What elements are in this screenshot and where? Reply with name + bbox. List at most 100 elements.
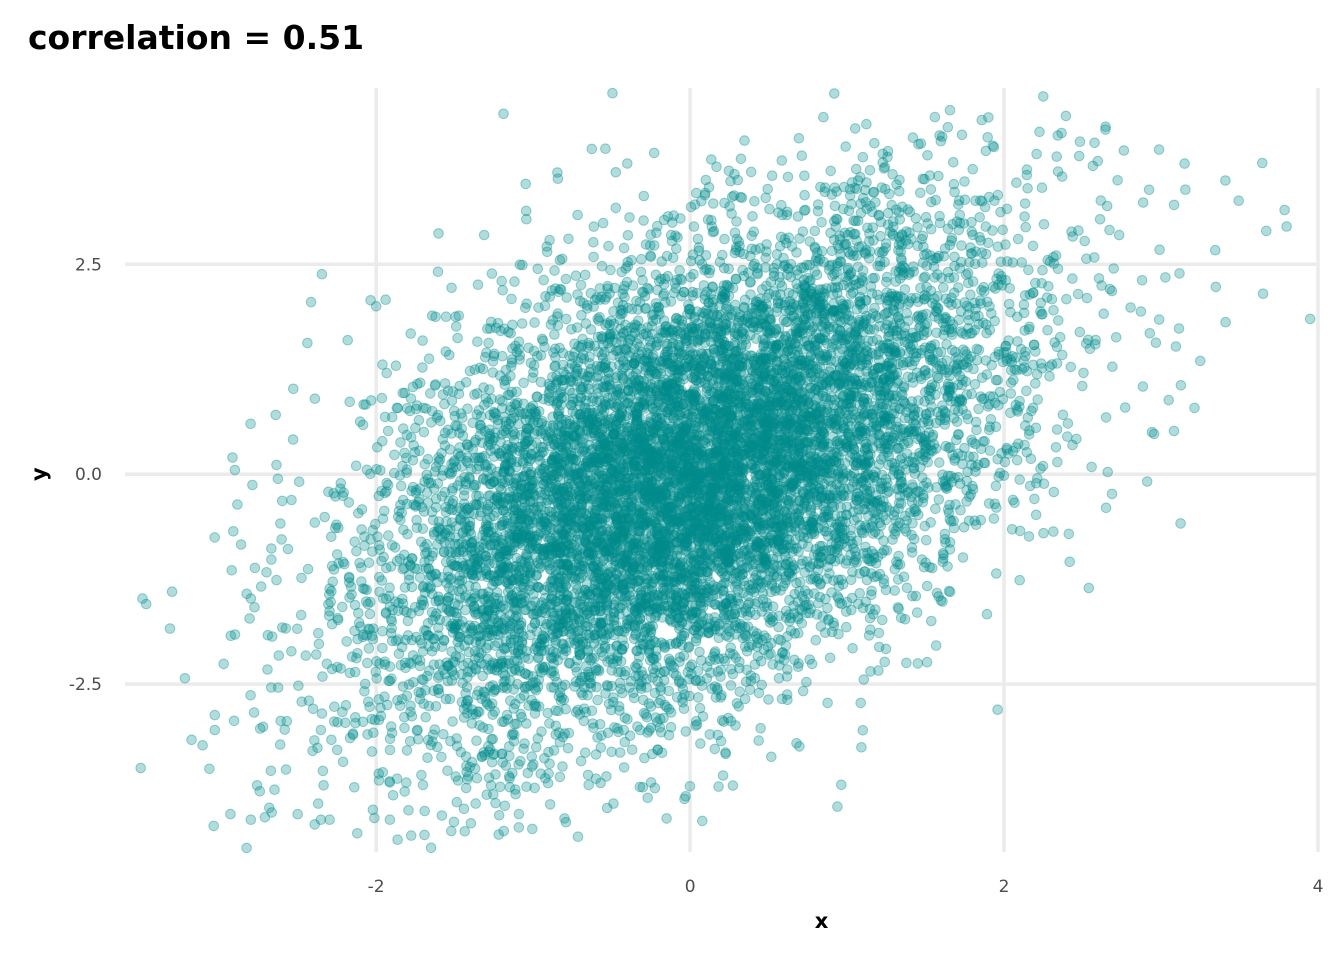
data-point xyxy=(532,425,543,437)
data-point xyxy=(313,627,324,639)
data-point xyxy=(402,528,413,540)
data-point xyxy=(686,580,698,591)
data-point xyxy=(1078,367,1089,379)
data-point xyxy=(557,582,569,594)
data-point xyxy=(617,687,628,699)
data-point xyxy=(340,717,351,729)
data-point xyxy=(658,547,670,559)
data-point xyxy=(944,104,956,116)
data-point xyxy=(377,625,388,637)
data-point xyxy=(302,563,314,575)
data-point xyxy=(745,166,757,178)
data-point xyxy=(636,253,647,265)
data-point xyxy=(518,377,529,389)
data-point xyxy=(563,233,574,245)
data-point xyxy=(725,322,737,333)
data-point xyxy=(827,371,839,383)
data-point xyxy=(648,147,660,159)
data-point xyxy=(773,417,784,429)
data-point xyxy=(905,402,916,414)
data-point xyxy=(840,141,852,152)
data-point xyxy=(617,439,629,450)
data-point xyxy=(858,527,869,539)
data-point xyxy=(987,140,999,151)
data-point xyxy=(209,532,220,543)
data-point xyxy=(982,132,994,143)
data-point xyxy=(1168,425,1180,437)
data-point xyxy=(1168,199,1180,211)
data-point xyxy=(293,680,304,692)
data-point xyxy=(728,487,740,499)
data-point xyxy=(810,634,822,646)
data-point xyxy=(901,582,913,594)
data-point xyxy=(521,213,532,225)
data-point xyxy=(1108,263,1119,274)
data-point xyxy=(810,371,821,383)
data-point xyxy=(725,680,737,691)
data-point xyxy=(405,328,417,339)
data-point xyxy=(970,195,981,206)
data-point xyxy=(592,732,603,743)
data-point xyxy=(685,479,696,491)
data-point xyxy=(1051,424,1063,435)
data-point xyxy=(316,268,328,280)
data-point xyxy=(680,589,691,601)
data-point xyxy=(1136,275,1148,286)
data-point xyxy=(684,781,696,792)
data-point xyxy=(939,412,951,424)
data-point xyxy=(988,513,1000,524)
data-point xyxy=(1020,221,1031,233)
data-point xyxy=(733,351,745,362)
data-point xyxy=(921,580,933,592)
data-point xyxy=(832,801,843,812)
data-point xyxy=(944,499,955,511)
data-point xyxy=(693,242,705,253)
data-point xyxy=(980,248,992,260)
data-point xyxy=(739,135,750,146)
data-point xyxy=(650,357,661,369)
data-point xyxy=(794,741,805,752)
grid-lines xyxy=(125,88,1320,852)
data-point xyxy=(280,764,292,775)
data-point xyxy=(636,563,648,575)
data-point xyxy=(309,517,321,528)
data-point xyxy=(273,650,285,661)
data-point xyxy=(622,472,634,484)
data-point xyxy=(311,649,322,660)
data-point xyxy=(527,823,538,835)
data-point xyxy=(522,767,534,779)
data-point xyxy=(403,805,414,816)
data-point xyxy=(968,363,979,375)
data-point xyxy=(549,670,561,682)
data-point xyxy=(643,473,654,485)
data-point xyxy=(887,216,899,227)
data-point xyxy=(813,460,824,471)
data-point xyxy=(386,411,398,423)
data-point xyxy=(660,503,671,514)
data-point xyxy=(984,421,996,433)
data-point xyxy=(564,418,576,430)
data-point xyxy=(766,751,777,763)
data-point xyxy=(1104,224,1115,236)
data-point xyxy=(399,722,410,734)
data-point xyxy=(461,760,472,772)
data-point xyxy=(821,545,832,556)
data-point xyxy=(570,270,582,282)
data-point xyxy=(756,411,767,422)
data-point xyxy=(1170,341,1182,352)
data-point xyxy=(729,227,741,238)
data-point xyxy=(423,353,435,365)
data-point xyxy=(703,297,714,308)
data-point xyxy=(588,514,600,526)
data-point xyxy=(618,640,630,652)
data-point xyxy=(225,808,236,820)
data-point xyxy=(498,108,509,120)
data-point xyxy=(255,581,267,592)
data-point xyxy=(391,555,403,567)
data-point xyxy=(744,684,756,696)
data-point xyxy=(209,724,221,736)
data-point xyxy=(564,456,575,467)
data-point xyxy=(1025,453,1037,465)
data-point xyxy=(828,234,840,246)
data-point xyxy=(433,622,444,634)
